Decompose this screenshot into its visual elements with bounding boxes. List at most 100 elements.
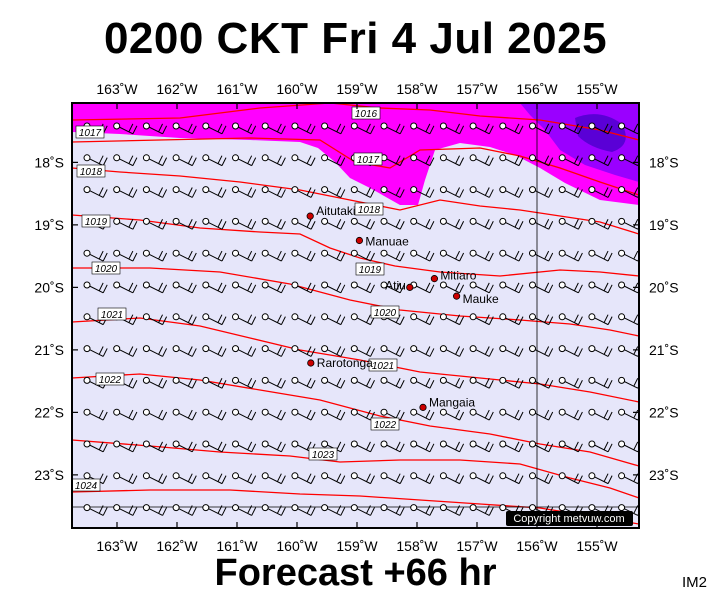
wind-barb bbox=[380, 345, 405, 357]
lon-label-top: 161˚W bbox=[216, 81, 258, 97]
wind-barb bbox=[529, 376, 554, 389]
wind-barb bbox=[142, 504, 168, 516]
wind-barb bbox=[350, 504, 375, 516]
wind-barb bbox=[350, 345, 375, 357]
wind-barb bbox=[469, 281, 494, 294]
place-aitutaki: Aitutaki bbox=[306, 204, 356, 220]
isobar-label: 1016 bbox=[351, 106, 381, 120]
svg-text:1017: 1017 bbox=[79, 128, 102, 139]
wind-barb bbox=[261, 345, 286, 357]
wind-barb bbox=[261, 376, 286, 389]
wind-barb bbox=[380, 249, 405, 262]
wind-barb bbox=[202, 217, 227, 230]
wind-barb bbox=[380, 186, 405, 198]
wind-barb bbox=[469, 408, 494, 421]
lat-label-left: 23˚S bbox=[34, 467, 64, 483]
svg-text:1019: 1019 bbox=[85, 217, 108, 228]
wind-barb bbox=[202, 472, 227, 485]
lon-label-top: 157˚W bbox=[456, 81, 498, 97]
wind-barb bbox=[410, 472, 435, 485]
wind-barb bbox=[113, 504, 138, 516]
wind-barb bbox=[350, 249, 375, 262]
wind-barb bbox=[410, 122, 435, 135]
lon-label-top: 159˚W bbox=[336, 81, 378, 97]
isobar-label: 1017 bbox=[353, 152, 383, 166]
copyright-background bbox=[506, 511, 633, 526]
wind-barb bbox=[469, 504, 494, 516]
wind-barb bbox=[588, 408, 613, 421]
wind-barb bbox=[202, 345, 227, 357]
wind-barb bbox=[588, 154, 613, 167]
wind-barb bbox=[529, 122, 554, 135]
isobar-label: 1018 bbox=[76, 164, 106, 178]
wind-barb bbox=[469, 186, 494, 198]
wind-barb bbox=[350, 408, 375, 421]
wind-barb bbox=[261, 504, 286, 516]
map-title: 0200 CKT Fri 4 Jul 2025 bbox=[103, 14, 608, 63]
wind-barb bbox=[410, 376, 435, 389]
wind-barb bbox=[172, 472, 197, 485]
wind-barb bbox=[321, 281, 346, 294]
isobar-label: 1022 bbox=[370, 417, 400, 431]
lon-label-bottom: 160˚W bbox=[276, 538, 318, 554]
wind-barb bbox=[291, 186, 316, 198]
place-label: Mauke bbox=[463, 292, 499, 306]
wind-barb bbox=[469, 345, 494, 357]
svg-text:1016: 1016 bbox=[355, 109, 378, 120]
isobar-label: 1021 bbox=[97, 307, 127, 321]
wind-barb bbox=[321, 154, 346, 167]
wind-barb bbox=[232, 408, 257, 421]
wind-barb bbox=[291, 504, 316, 516]
wind-barb bbox=[172, 154, 197, 167]
wind-barb bbox=[291, 217, 316, 230]
isobar-label: 1023 bbox=[308, 447, 338, 461]
wind-barb bbox=[350, 217, 375, 230]
wind-barb bbox=[232, 122, 257, 135]
wind-barb bbox=[142, 122, 168, 135]
wind-barb bbox=[142, 154, 168, 167]
wind-barb bbox=[172, 122, 197, 135]
wind-barb bbox=[618, 217, 639, 230]
wind-barb bbox=[113, 345, 138, 357]
lat-label-left: 18˚S bbox=[34, 154, 64, 170]
wind-barb bbox=[558, 408, 583, 421]
wind-barb bbox=[380, 472, 405, 485]
wind-barb bbox=[499, 249, 524, 262]
lon-label-bottom: 161˚W bbox=[216, 538, 258, 554]
wind-barb bbox=[172, 186, 197, 198]
place-label: Aitutaki bbox=[316, 204, 355, 218]
place-atiu: Atiu bbox=[385, 278, 414, 292]
wind-barb bbox=[380, 217, 405, 230]
lat-label-right: 21˚S bbox=[649, 342, 679, 358]
wind-barb bbox=[529, 440, 554, 453]
wind-barb bbox=[410, 154, 435, 167]
wind-barb bbox=[291, 122, 316, 135]
wind-barb bbox=[499, 154, 524, 167]
wind-barb bbox=[291, 249, 316, 262]
wind-barb bbox=[529, 472, 554, 485]
wind-barb bbox=[439, 281, 465, 294]
lon-label-top: 155˚W bbox=[576, 81, 618, 97]
lat-label-left: 19˚S bbox=[34, 217, 64, 233]
wind-barb bbox=[439, 440, 465, 453]
wind-barb bbox=[142, 440, 168, 453]
isobar-lines bbox=[72, 103, 639, 525]
wind-barb bbox=[469, 376, 494, 389]
lon-label-top: 160˚W bbox=[276, 81, 318, 97]
wind-barb bbox=[291, 376, 316, 389]
isobar-line bbox=[72, 137, 639, 196]
wind-barb bbox=[291, 472, 316, 485]
wind-barb bbox=[558, 154, 583, 167]
isobar-line bbox=[72, 317, 639, 403]
place-markers: Aitutaki Manuae Mitiaro Atiu Mauke Rarotonga M… bbox=[306, 204, 499, 411]
wind-barb bbox=[558, 122, 583, 135]
wind-barb bbox=[261, 122, 286, 135]
wind-barb bbox=[232, 281, 257, 294]
place-mangaia: Mangaia bbox=[419, 395, 475, 411]
lat-label-right: 20˚S bbox=[649, 279, 679, 295]
wind-barb bbox=[83, 408, 108, 421]
svg-text:1022: 1022 bbox=[99, 375, 122, 386]
wind-barb bbox=[172, 408, 197, 421]
isobar-line bbox=[72, 214, 639, 277]
lat-label-left: 21˚S bbox=[34, 342, 64, 358]
